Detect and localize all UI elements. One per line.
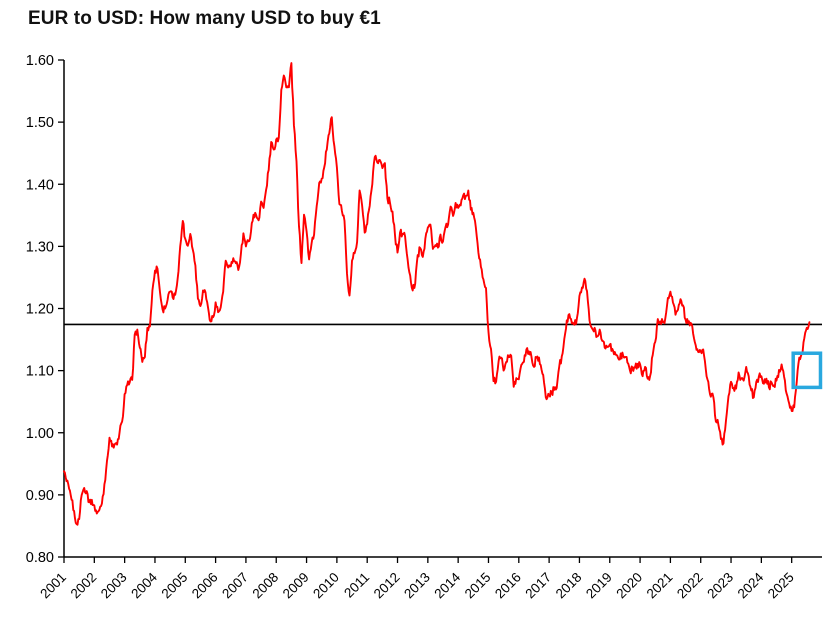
x-tick-label: 2021	[644, 570, 676, 602]
x-tick-label: 2004	[128, 569, 160, 601]
y-tick-label: 1.60	[26, 53, 54, 69]
x-tick-label: 2023	[704, 570, 736, 602]
x-tick-label: 2007	[219, 570, 251, 602]
y-tick-label: 1.10	[26, 364, 54, 380]
x-tick-label: 2010	[310, 570, 342, 602]
y-tick-label: 1.00	[26, 426, 54, 442]
y-tick-label: 1.50	[26, 115, 54, 131]
x-tick-label: 2015	[462, 570, 494, 602]
x-tick-label: 2009	[280, 570, 312, 602]
y-tick-label: 0.80	[26, 550, 54, 566]
x-tick-label: 2013	[401, 570, 433, 602]
y-tick-label: 1.40	[26, 177, 54, 193]
x-tick-label: 2014	[431, 569, 463, 601]
x-tick-label: 2018	[553, 570, 585, 602]
x-tick-label: 2003	[98, 570, 130, 602]
x-tick-label: 2001	[37, 570, 69, 602]
highlight-box	[791, 351, 823, 390]
y-tick-label: 1.30	[26, 239, 54, 255]
x-tick-label: 2002	[68, 570, 100, 602]
x-tick-label: 2005	[159, 570, 191, 602]
x-tick-label: 2020	[613, 570, 645, 602]
x-tick-label: 2025	[765, 570, 797, 602]
x-tick-label: 2017	[522, 570, 554, 602]
eurusd-line-series	[63, 62, 811, 526]
chart-title: EUR to USD: How many USD to buy €1	[28, 8, 381, 29]
x-tick-label: 2008	[250, 570, 282, 602]
x-tick-label: 2006	[189, 570, 221, 602]
x-tick-label: 2012	[371, 570, 403, 602]
x-tick-label: 2011	[341, 570, 372, 601]
y-tick-label: 1.20	[26, 302, 54, 318]
y-tick-label: 0.90	[26, 488, 54, 504]
x-tick-label: 2019	[583, 570, 615, 602]
x-tick-label: 2016	[492, 570, 524, 602]
x-tick-label: 2022	[674, 570, 706, 602]
x-tick-label: 2024	[735, 569, 767, 601]
